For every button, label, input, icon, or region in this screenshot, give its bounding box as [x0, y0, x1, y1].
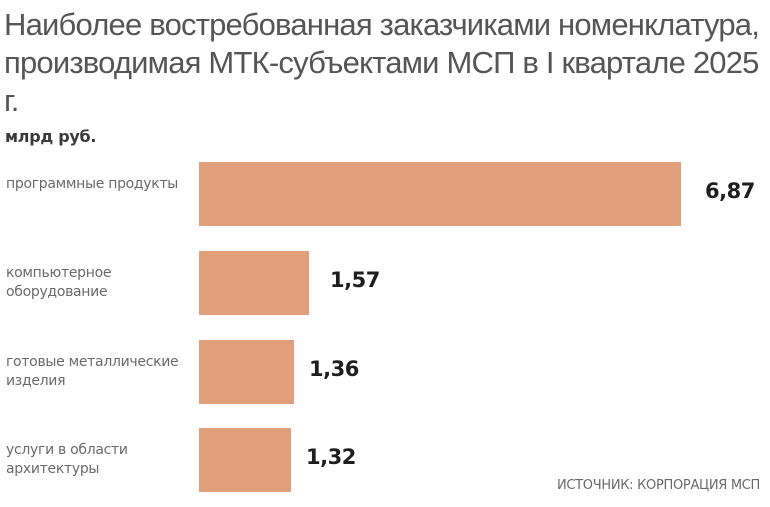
bar-row: услуги в области архитектуры 1,32: [0, 428, 770, 492]
value-label: 1,57: [330, 268, 380, 292]
category-label: компьютерное оборудование: [6, 265, 112, 300]
value-label: 1,36: [309, 357, 359, 381]
bar: [199, 428, 291, 492]
bar: [199, 162, 681, 226]
category-label: готовые металлические изделия: [6, 354, 179, 389]
source-note: ИСТОЧНИК: КОРПОРАЦИЯ МСП: [556, 478, 760, 493]
bar: [199, 251, 309, 315]
bar-row: готовые металлические изделия 1,36: [0, 340, 770, 404]
unit-label: млрд руб.: [5, 127, 97, 146]
bar: [199, 340, 294, 404]
value-label: 1,32: [306, 445, 356, 469]
chart-title: Наиболее востребованная заказчиками номе…: [4, 7, 760, 118]
bar-row: программные продукты 6,87: [0, 162, 770, 226]
category-label: программные продукты: [6, 176, 179, 192]
value-label: 6,87: [705, 179, 755, 203]
category-label: услуги в области архитектуры: [6, 442, 128, 477]
bar-row: компьютерное оборудование 1,57: [0, 251, 770, 315]
